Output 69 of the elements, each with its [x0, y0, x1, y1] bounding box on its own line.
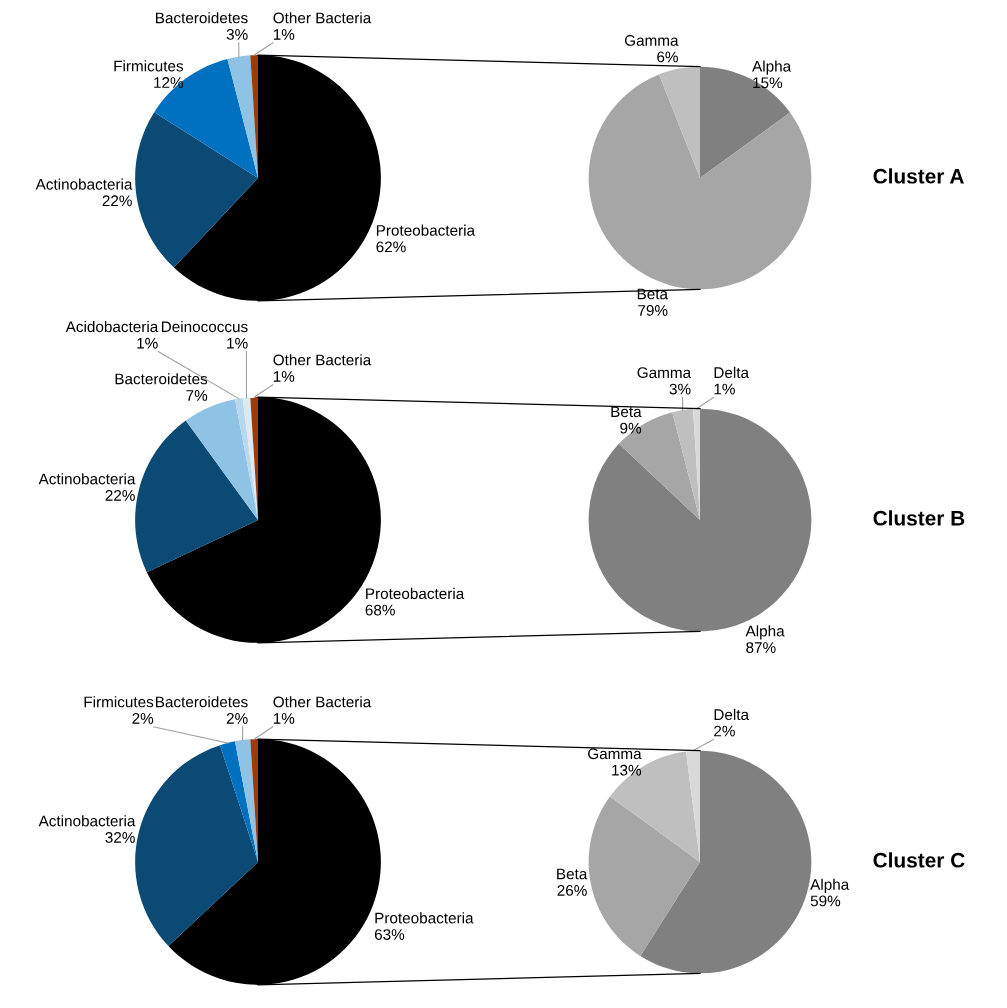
pie-slice: [588, 796, 700, 957]
data-label: 1%: [137, 337, 158, 349]
pie-slice: [135, 420, 258, 573]
pie-slice: [185, 399, 258, 520]
data-label: 7%: [186, 390, 208, 401]
data-label: 62%: [376, 241, 406, 253]
slice-label: Beta: [637, 288, 668, 300]
pie-slice: [672, 408, 700, 520]
slice-label: Other Bacteria: [273, 696, 372, 708]
text: Cluster C: [873, 852, 965, 868]
slice-label: Bacteroidetes: [156, 12, 248, 24]
slice-label: Delta: [714, 708, 750, 721]
slice-label: Alpha: [810, 878, 850, 893]
data-label: 1%: [273, 371, 295, 382]
data-label: 6%: [657, 51, 678, 63]
slice-label: Gamma: [624, 35, 679, 46]
pie-slice: [135, 112, 258, 268]
slice-label: Alpha: [745, 625, 785, 640]
pie-slice: [227, 55, 258, 178]
data-label: 63%: [374, 929, 405, 940]
data-label: 3%: [669, 383, 691, 395]
pie-slice: [659, 66, 700, 178]
slice-label: Acidobacteria: [65, 320, 159, 333]
data-label: 87%: [746, 642, 776, 653]
slice-label: Other Bacteria: [273, 12, 372, 24]
data-label: 22%: [105, 490, 135, 501]
slice-label: Alpha: [752, 60, 792, 75]
pie-slice: [640, 750, 812, 974]
slice-label: Gamma: [588, 748, 642, 760]
text: Cluster A: [873, 168, 964, 184]
data-label: 26%: [557, 885, 587, 896]
data-label: 32%: [105, 832, 135, 843]
data-label: 1%: [714, 383, 735, 395]
slice-label: Gamma: [637, 367, 692, 379]
data-label: 12%: [154, 77, 184, 88]
data-label: 3%: [226, 28, 248, 40]
data-label: 1%: [273, 29, 295, 40]
slice-label: Beta: [557, 868, 588, 880]
data-label: 13%: [612, 764, 642, 776]
data-label: 68%: [365, 604, 395, 616]
data-label: 79%: [638, 305, 668, 316]
slice-label: Delta: [714, 366, 750, 379]
data-label: 22%: [102, 195, 132, 207]
slice-label: Deinococcus: [161, 320, 248, 333]
pie-slice: [588, 74, 812, 290]
data-label: 2%: [132, 712, 154, 724]
slice-label: Proteobacteria: [375, 912, 474, 924]
slice-label: Bacteroidetes: [156, 696, 248, 708]
data-label: 15%: [753, 77, 783, 89]
pie-slice: [234, 739, 258, 862]
text: Cluster B: [873, 510, 965, 526]
pie-slice: [135, 745, 258, 947]
slice-label: Firmicutes: [114, 60, 184, 72]
slice-label: Actinobacteria: [38, 473, 136, 485]
slice-label: Actinobacteria: [38, 815, 136, 827]
data-label: 9%: [620, 422, 642, 434]
data-label: 1%: [273, 713, 295, 724]
slice-label: Proteobacteria: [376, 224, 476, 236]
slice-label: Beta: [611, 406, 642, 418]
slice-label: Other Bacteria: [273, 354, 372, 366]
data-label: 1%: [227, 337, 248, 349]
pie-slice: [220, 741, 258, 862]
slice-label: Bacteroidetes: [115, 373, 208, 385]
slice-label: Firmicutes: [84, 696, 154, 708]
data-label: 2%: [226, 712, 248, 724]
data-label: 2%: [714, 725, 735, 737]
slice-label: Proteobacteria: [366, 587, 465, 600]
slice-label: Actinobacteria: [35, 178, 133, 190]
data-label: 59%: [810, 895, 841, 907]
